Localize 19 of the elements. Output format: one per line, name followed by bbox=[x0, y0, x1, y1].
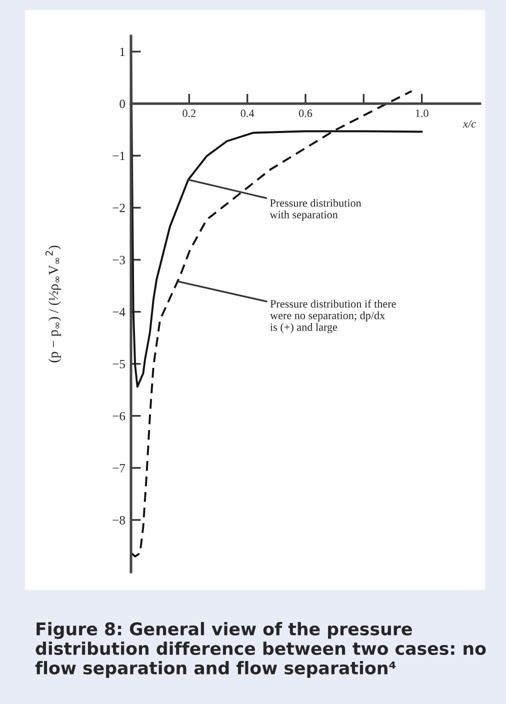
y-tick-label: −8 bbox=[112, 516, 125, 524]
x-tick-label: 0.4 bbox=[240, 110, 254, 118]
text: Figure 8: General view of the pressure distribution difference between two cases: no flow separation and flow separation⁴ bbox=[35, 622, 486, 678]
y-tick-label: −1 bbox=[112, 152, 125, 160]
y-tick-label: −3 bbox=[112, 256, 125, 264]
annotation: Pressure distribution if there were no separation; dp/dx is (+) and large bbox=[270, 300, 396, 334]
y-tick-label: −5 bbox=[112, 360, 125, 368]
x-axis-title: x/c bbox=[462, 120, 476, 128]
annotation: Pressure distribution with separation bbox=[270, 198, 362, 221]
y-tick-label: −2 bbox=[112, 204, 125, 212]
y-tick-label: −6 bbox=[112, 412, 126, 420]
y-tick-label: 1 bbox=[120, 48, 125, 56]
y-tick-label: −4 bbox=[112, 308, 126, 316]
y-axis-title: (p − p$_{∞}$) / (½ρ$_{∞}$V$_{∞}$$^{2}$) bbox=[46, 246, 61, 362]
x-tick-label: 0.2 bbox=[182, 110, 196, 118]
y-tick-label: −7 bbox=[112, 464, 126, 472]
x-tick-label: 1.0 bbox=[416, 110, 428, 118]
y-tick-label: 0 bbox=[120, 100, 125, 108]
x-tick-label: 0.6 bbox=[298, 110, 312, 118]
